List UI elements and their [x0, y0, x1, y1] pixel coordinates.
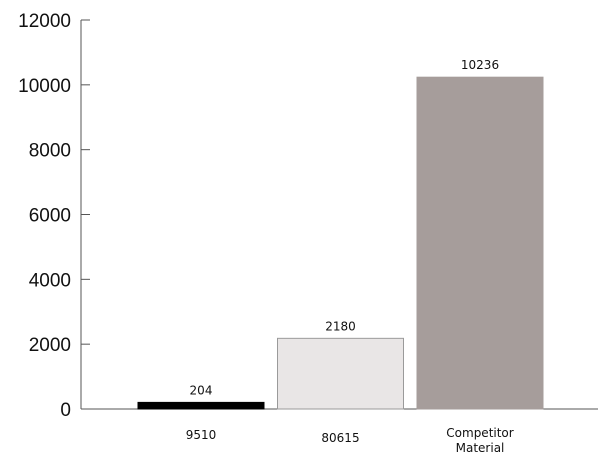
y-tick-label: 6000: [29, 206, 71, 227]
x-tick-label: 80615: [321, 431, 359, 445]
y-tick-label: 0: [60, 400, 71, 421]
y-tick-label: 8000: [29, 141, 71, 162]
bar: [137, 401, 265, 410]
bar: [416, 76, 544, 410]
bars: [137, 76, 544, 410]
bar: [277, 337, 404, 410]
y-tick-label: 12000: [18, 11, 71, 32]
x-tick-label: Competitor Material: [446, 426, 513, 455]
y-tick-label: 10000: [18, 76, 71, 97]
y-tick-label: 2000: [29, 335, 71, 356]
x-tick-labels: 9510 80615 Competitor Material: [186, 426, 514, 455]
y-tick-label: 4000: [29, 270, 71, 291]
data-label: 204: [190, 383, 213, 397]
data-label: 2180: [325, 319, 356, 333]
y-axis: 0 2000 4000 6000 8000 10000 12000: [18, 11, 90, 421]
data-label: 10236: [461, 58, 499, 72]
data-labels: 204 2180 10236: [190, 58, 500, 397]
x-tick-label-line: Material: [456, 441, 505, 455]
x-tick-label-line: Competitor: [446, 426, 513, 440]
x-tick-label: 9510: [186, 428, 217, 442]
